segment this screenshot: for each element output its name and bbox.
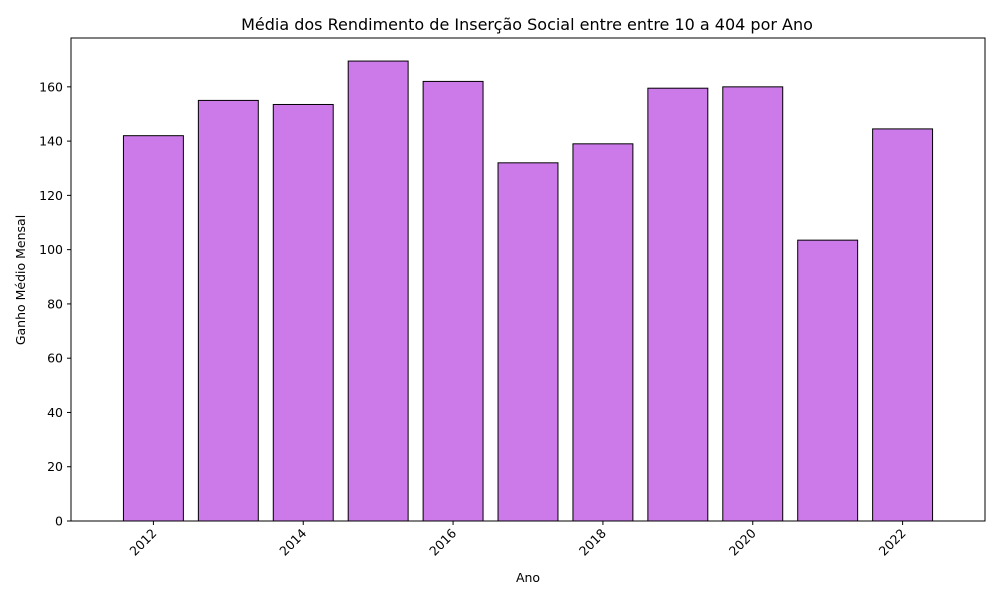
chart-title: Média dos Rendimento de Inserção Social … <box>241 15 813 34</box>
bar-2017 <box>497 162 559 522</box>
bar-2020 <box>722 86 784 522</box>
x-tick-label: 2012 <box>126 526 159 559</box>
bar-2022 <box>872 128 934 522</box>
bar-2012 <box>122 135 184 522</box>
x-tick-label: 2020 <box>726 525 759 558</box>
y-tick-label: 20 <box>47 459 63 474</box>
bar-2018 <box>572 143 634 522</box>
bar-2013 <box>197 99 259 522</box>
y-tick-label: 60 <box>47 351 63 366</box>
x-tick-label: 2014 <box>276 525 309 558</box>
bar-2019 <box>647 87 709 522</box>
x-tick-label: 2016 <box>426 525 459 558</box>
y-tick-label: 40 <box>47 405 63 420</box>
y-tick-label: 160 <box>39 79 63 94</box>
x-tick-label: 2018 <box>576 525 609 558</box>
plot-area-frame <box>70 37 986 522</box>
y-axis: 0 20 40 60 80 100 120 140 160 <box>39 79 71 529</box>
x-tick-label: 2022 <box>876 526 909 559</box>
bar-2014 <box>272 103 334 522</box>
y-tick-label: 120 <box>39 188 63 203</box>
x-axis: 2012 2014 2016 2018 2020 2022 <box>126 521 909 559</box>
bar-2021 <box>797 239 859 522</box>
bars-group <box>122 60 934 522</box>
y-tick-label: 100 <box>39 242 63 257</box>
y-tick-label: 80 <box>47 296 63 311</box>
x-axis-label: Ano <box>516 570 540 585</box>
y-axis-label: Ganho Médio Mensal <box>13 215 28 345</box>
y-tick-label: 0 <box>55 514 63 529</box>
bar-2016 <box>422 80 484 522</box>
y-tick-label: 140 <box>39 134 63 149</box>
bar-2015 <box>347 60 409 522</box>
